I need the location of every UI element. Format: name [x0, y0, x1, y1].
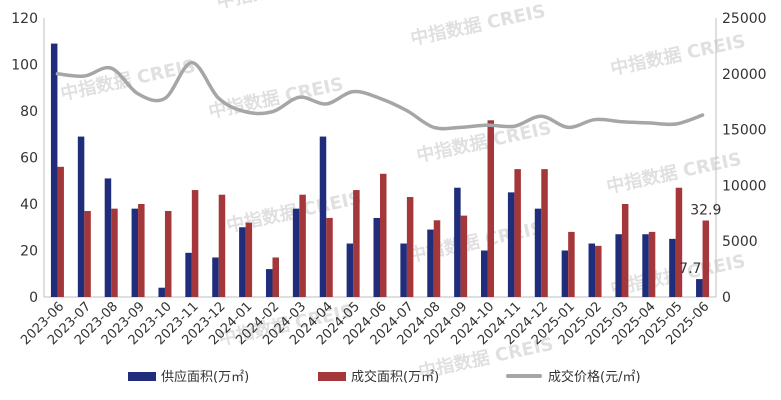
price-line-layer: [55, 60, 705, 131]
deal-area-bar: [595, 245, 602, 297]
y-tick-right-label: 10000: [722, 178, 767, 194]
legend-swatch: [318, 372, 346, 381]
supply-area-bar: [696, 279, 703, 297]
deal-area-bar: [164, 210, 172, 297]
watermark-text: 中指数据 CREIS: [214, 0, 353, 13]
deal-area-bar: [84, 210, 91, 297]
supply-area-bar: [104, 178, 112, 297]
watermark-text: 中指数据 CREIS: [206, 73, 345, 123]
supply-area-bar: [212, 257, 219, 297]
y-tick-right-label: 5000: [722, 234, 758, 250]
y-tick-left-label: 120: [11, 11, 38, 27]
deal-area-bar: [406, 197, 414, 297]
supply-area-bar: [185, 252, 192, 297]
supply-area-bar: [507, 192, 515, 297]
supply-area-bar: [615, 234, 622, 297]
deal-area-bar: [514, 169, 521, 297]
legend-label: 成交面积(万㎡): [351, 369, 439, 385]
deal-area-bar: [675, 187, 683, 297]
deal-area-bar: [245, 222, 253, 297]
supply-area-bar: [642, 234, 649, 297]
supply-area-bar: [454, 187, 461, 297]
y-tick-left-label: 80: [20, 104, 38, 120]
deal-area-bar: [111, 208, 118, 297]
deal-area-bar: [57, 166, 64, 297]
supply-area-bar: [158, 287, 165, 297]
deal-area-bar: [541, 169, 548, 297]
y-tick-left-label: 100: [11, 58, 38, 74]
y-tick-left-label: 0: [29, 290, 38, 306]
deal-area-bar: [138, 204, 145, 297]
supply-area-bar: [50, 43, 58, 298]
supply-area-bar: [534, 208, 542, 297]
supply-area-bar: [561, 250, 569, 297]
supply-area-bar: [292, 208, 300, 297]
legend-label: 成交价格(元/㎡): [548, 369, 641, 385]
supply-area-bar: [319, 136, 327, 297]
y-tick-right-label: 0: [722, 290, 731, 306]
supply-area-bar: [669, 238, 676, 297]
data-label: 7.7: [679, 261, 701, 277]
supply-area-bar: [481, 250, 488, 297]
supply-area-bar: [400, 243, 407, 297]
deal-area-bar: [460, 215, 468, 297]
y-tick-right-label: 20000: [722, 67, 767, 83]
deal-area-bar: [487, 120, 495, 297]
deal-area-bar: [568, 231, 575, 297]
y-tick-left-label: 60: [20, 151, 38, 167]
legend-label: 供应面积(万㎡): [161, 369, 249, 385]
supply-area-bar: [373, 217, 380, 297]
deal-area-bar: [702, 220, 710, 297]
deal-area-bar: [621, 204, 629, 297]
y-tick-right-label: 25000: [722, 11, 767, 27]
legend-swatch: [128, 372, 156, 381]
y-tick-right-label: 15000: [722, 123, 767, 139]
supply-area-bar: [588, 243, 596, 297]
bar-layer: [50, 43, 710, 298]
supply-area-bar: [77, 136, 85, 297]
supply-area-bar: [346, 243, 354, 297]
supply-area-bar: [427, 229, 434, 297]
deal-area-bar: [353, 190, 360, 297]
watermark-text: 中指数据 CREIS: [408, 0, 547, 50]
deal-area-bar: [218, 194, 226, 297]
deal-area-bar: [326, 217, 333, 297]
deal-area-bar: [299, 194, 306, 297]
deal-area-bar: [433, 220, 441, 297]
supply-area-bar: [131, 208, 139, 297]
deal-area-bar: [648, 231, 656, 297]
supply-area-bar: [265, 269, 273, 297]
y-tick-left-label: 40: [20, 197, 38, 213]
data-label-layer: 7.7 32.9: [679, 203, 721, 278]
y-tick-left-label: 20: [20, 244, 38, 260]
data-label: 32.9: [690, 203, 721, 219]
deal-area-bar: [191, 190, 199, 297]
legend: 供应面积(万㎡) 成交面积(万㎡) 成交价格(元/㎡): [128, 369, 641, 385]
supply-area-bar: [239, 227, 246, 297]
deal-area-bar: [272, 257, 279, 297]
deal-area-bar: [380, 173, 387, 297]
